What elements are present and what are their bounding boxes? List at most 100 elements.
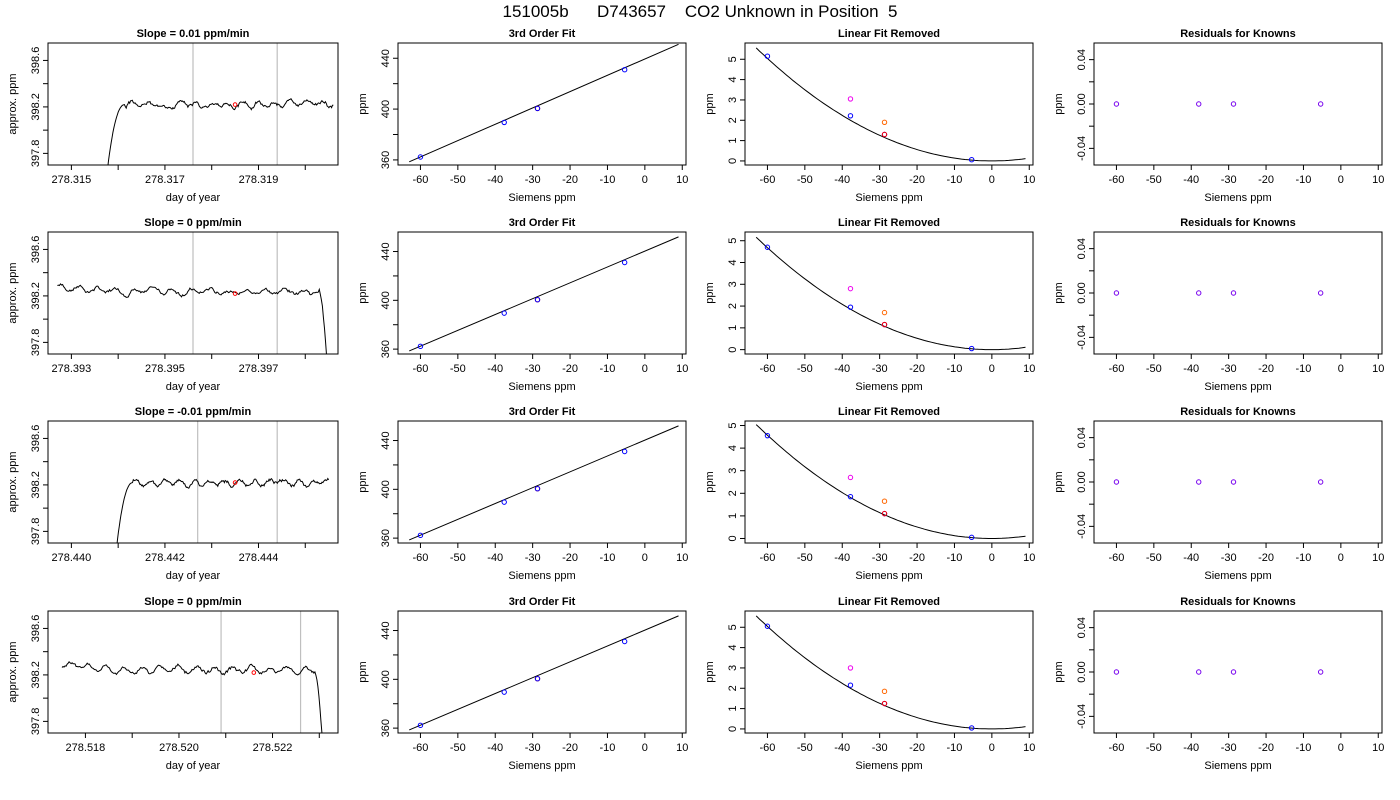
x-tick-label: -10	[600, 174, 616, 186]
x-tick-label: -30	[872, 552, 888, 564]
y-tick-label: 3	[727, 665, 739, 671]
x-tick-label: -40	[487, 363, 503, 375]
x-tick-label: -60	[412, 552, 428, 564]
x-tick-label: -10	[600, 742, 616, 754]
data-point	[1196, 479, 1202, 485]
x-tick-label: -50	[450, 552, 466, 564]
x-tick-label: -30	[1221, 363, 1237, 375]
x-tick-label: 10	[1372, 363, 1384, 375]
y-tick-label: 397.8	[30, 140, 42, 168]
x-tick-label: 0	[989, 363, 995, 375]
x-tick-label: -30	[1221, 742, 1237, 754]
plot-area	[755, 47, 1026, 163]
y-axis-label: ppm	[357, 471, 369, 492]
y-tick-label: 5	[727, 624, 739, 630]
y-tick-label: 3	[727, 281, 739, 287]
data-point	[764, 244, 771, 250]
panel-title: Linear Fit Removed	[838, 28, 940, 40]
data-point	[1196, 290, 1202, 296]
plot-frame	[1093, 420, 1383, 544]
data-point	[501, 310, 507, 316]
data-point	[847, 113, 854, 119]
x-tick-label: 10	[1372, 552, 1384, 564]
x-tick-label: -20	[562, 363, 578, 375]
x-tick-label: -50	[797, 363, 813, 375]
data-point	[1113, 479, 1120, 485]
panel-title: 3rd Order Fit	[509, 217, 576, 229]
data-point	[251, 670, 257, 675]
panel-title: 3rd Order Fit	[509, 28, 576, 40]
x-tick-label: -60	[1108, 174, 1124, 186]
data-point	[881, 700, 888, 707]
plot-frame	[397, 610, 687, 734]
y-tick-label: 2	[727, 303, 739, 309]
fit-line	[409, 615, 679, 731]
y-tick-label: 400	[380, 291, 392, 309]
plot-area	[1113, 101, 1324, 107]
data-point	[417, 343, 424, 350]
series-line	[57, 283, 327, 354]
page-title: 151005b D743657 CO2 Unknown in Position …	[502, 2, 898, 21]
y-tick-label: 4	[727, 259, 739, 265]
y-tick-label: 0.04	[1076, 49, 1088, 70]
x-tick-label: 0	[1338, 174, 1344, 186]
y-tick-label: 2	[727, 490, 739, 496]
x-axis-label: Siemens ppm	[1204, 570, 1271, 582]
plot-area	[409, 615, 679, 731]
y-tick-label: 0.00	[1076, 471, 1088, 492]
series-line	[107, 97, 334, 165]
y-tick-label: 360	[380, 719, 392, 737]
data-point	[501, 119, 507, 126]
data-point	[1317, 669, 1324, 675]
x-tick-label: -10	[947, 174, 963, 186]
data-point	[1230, 479, 1237, 485]
plot-frame	[1093, 610, 1383, 734]
data-point	[534, 297, 541, 303]
data-point	[847, 665, 854, 671]
data-point	[1113, 290, 1120, 296]
x-axis-label: Siemens ppm	[1204, 381, 1271, 393]
panel-title: 3rd Order Fit	[509, 406, 576, 418]
y-tick-label: 398.6	[30, 615, 42, 643]
panel-title: 3rd Order Fit	[509, 596, 576, 608]
y-axis-label: ppm	[704, 282, 716, 303]
plot-area	[755, 424, 1026, 541]
y-axis-label: ppm	[1053, 93, 1065, 114]
panel-title: Linear Fit Removed	[838, 406, 940, 418]
x-tick-label: 278.315	[52, 174, 92, 186]
x-tick-label: 0	[989, 742, 995, 754]
x-tick-label: 0	[642, 552, 648, 564]
x-tick-label: -40	[487, 552, 503, 564]
y-tick-label: 5	[727, 56, 739, 62]
x-tick-label: -30	[1221, 174, 1237, 186]
data-point	[501, 499, 507, 505]
x-tick-label: 10	[676, 174, 688, 186]
y-tick-label: 440	[380, 242, 392, 260]
x-tick-label: -30	[525, 174, 541, 186]
y-tick-label: 360	[380, 340, 392, 358]
x-tick-label: -30	[525, 363, 541, 375]
panel-title: Residuals for Knowns	[1180, 28, 1296, 40]
x-tick-label: 0	[642, 174, 648, 186]
x-axis-label: Siemens ppm	[508, 570, 575, 582]
x-tick-label: -20	[909, 742, 925, 754]
y-axis-label: ppm	[357, 282, 369, 303]
plot-frame	[1093, 42, 1383, 166]
data-point	[1230, 290, 1237, 296]
x-tick-label: 0	[642, 363, 648, 375]
x-tick-label: -40	[1183, 363, 1199, 375]
x-axis-label: Siemens ppm	[855, 381, 922, 393]
data-point	[881, 131, 888, 138]
x-tick-label: -30	[1221, 552, 1237, 564]
y-tick-label: -0.04	[1076, 704, 1088, 729]
y-tick-label: 0.00	[1076, 93, 1088, 114]
y-axis-label: ppm	[704, 471, 716, 492]
plot-frame	[744, 231, 1034, 355]
y-tick-label: 398.6	[30, 236, 42, 264]
plot-frame	[47, 420, 339, 544]
data-point	[968, 345, 975, 352]
fit-line	[409, 425, 679, 541]
x-tick-label: -50	[1146, 742, 1162, 754]
y-tick-label: 2	[727, 685, 739, 691]
data-point	[764, 432, 771, 439]
